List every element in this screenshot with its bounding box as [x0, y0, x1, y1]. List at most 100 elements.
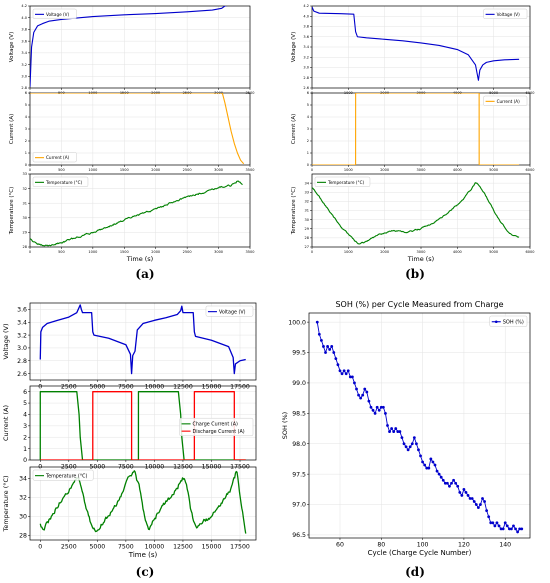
y-tick-label: 27 [305, 245, 309, 249]
x-tick-label: 500 [58, 168, 65, 172]
y-axis-label: Temperature (°C) [9, 187, 15, 235]
x-tick-label: 17500 [230, 544, 250, 551]
y-tick-label: 97.5 [292, 471, 306, 478]
y-tick-label: 3.2 [21, 63, 27, 67]
y-tick-label: 4.0 [21, 16, 27, 20]
data-point [448, 484, 451, 488]
y-tick-label: 0 [23, 457, 27, 464]
data-point [330, 345, 334, 348]
caption-b: (b) [405, 267, 425, 281]
data-point [342, 369, 346, 373]
x-tick-label: 3500 [246, 168, 255, 172]
y-tick-label: 3.4 [17, 319, 27, 326]
x-tick-label: 0 [311, 168, 313, 172]
data-point [501, 527, 505, 531]
data-point [505, 524, 509, 528]
data-point [315, 320, 319, 324]
x-tick-label: 3000 [417, 168, 426, 172]
data-point [392, 430, 396, 433]
chart-c-current: 0250050007500100001250015000175000123456… [2, 385, 257, 471]
x-tick-label: 1000 [344, 168, 353, 172]
y-tick-label: 4 [307, 115, 310, 119]
legend: Temperature (°C) [32, 469, 94, 481]
legend-box [32, 469, 94, 481]
x-tick-label: 4000 [453, 168, 462, 172]
y-tick-label: 99.5 [292, 350, 306, 357]
x-tick-label: 7500 [118, 544, 134, 551]
data-point [499, 527, 503, 531]
data-point [346, 369, 350, 373]
y-tick-label: 2 [23, 434, 27, 441]
data-point [326, 345, 329, 348]
y-tick-label: 3.0 [21, 75, 27, 79]
data-point [338, 369, 342, 373]
x-tick-label: 0 [311, 250, 313, 254]
data-point [458, 490, 462, 494]
x-tick-label: 2000 [380, 250, 389, 254]
y-axis-label: Temperature (°C) [291, 187, 297, 235]
plot-frame [29, 302, 257, 381]
caption-c: (c) [135, 565, 155, 579]
chart-title: SOH (%) per Cycle Measured from Charge [335, 300, 503, 309]
legend-entry: Charge Current (A) [193, 422, 238, 428]
data-point [483, 500, 486, 503]
data-point [350, 375, 354, 379]
y-tick-label: 4.0 [303, 14, 309, 18]
data-point [514, 527, 517, 531]
x-tick-label: 2000 [151, 250, 160, 254]
series-line [316, 322, 522, 533]
data-point [322, 345, 325, 348]
x-tick-label: 0 [29, 250, 31, 254]
data-point [485, 509, 489, 513]
data-point [344, 372, 348, 376]
chart-a-voltage: 05001000150020002500300035002.83.03.23.4… [9, 4, 254, 95]
series-line [30, 93, 245, 165]
data-point [433, 463, 437, 467]
x-tick-label: 2500 [183, 250, 192, 254]
y-tick-label: 2.8 [303, 76, 309, 80]
legend-box [483, 8, 528, 19]
x-tick-label: 15000 [202, 544, 222, 551]
x-tick-label: 1000 [344, 250, 353, 254]
legend-box [483, 95, 528, 106]
data-point [369, 405, 373, 409]
y-tick-label: 3 [307, 127, 309, 131]
y-tick-label: 32 [305, 200, 309, 204]
legend-entry: Voltage (V) [46, 12, 70, 17]
x-tick-label: 60 [336, 542, 344, 549]
y-tick-label: 28 [305, 236, 309, 240]
data-point [431, 460, 435, 464]
data-point [441, 478, 445, 482]
x-tick-label: 4000 [453, 250, 462, 254]
y-tick-label: 28 [19, 532, 27, 539]
chart-b-current: 0 1000 2000 3000 4000 5000 6000 0 1 2 3 4 5 6 Current … [291, 91, 534, 172]
legend-entry: Voltage (V) [219, 309, 246, 315]
data-point [371, 408, 375, 412]
data-point [427, 466, 431, 470]
data-point [456, 484, 460, 488]
data-point [317, 332, 321, 336]
data-point [429, 457, 433, 461]
y-axis-label: SOH (%) [281, 412, 289, 439]
y-tick-label: 3.6 [17, 307, 27, 314]
series-line [39, 304, 246, 375]
data-point [408, 445, 412, 449]
data-point [404, 445, 408, 449]
data-point [495, 521, 499, 525]
x-tick-label: 3000 [214, 250, 223, 254]
data-point [332, 351, 336, 354]
data-point [340, 372, 344, 376]
data-point [452, 478, 455, 482]
legend-entry: Temperature (°C) [327, 180, 365, 185]
data-point [375, 405, 379, 409]
data-point [377, 408, 381, 412]
y-tick-label: 3 [25, 127, 27, 131]
data-point [412, 436, 416, 440]
data-point [388, 430, 391, 433]
legend: Current (A) [483, 95, 528, 106]
caption-d: (d) [405, 565, 425, 579]
data-point [394, 427, 398, 430]
chart-a-current: 0 500 1000 1500 2000 2500 3000 3500 0 1 2 3 4 5 6 Curre… [9, 91, 254, 172]
x-tick-label: 120 [458, 542, 470, 549]
legend-box [314, 176, 371, 187]
